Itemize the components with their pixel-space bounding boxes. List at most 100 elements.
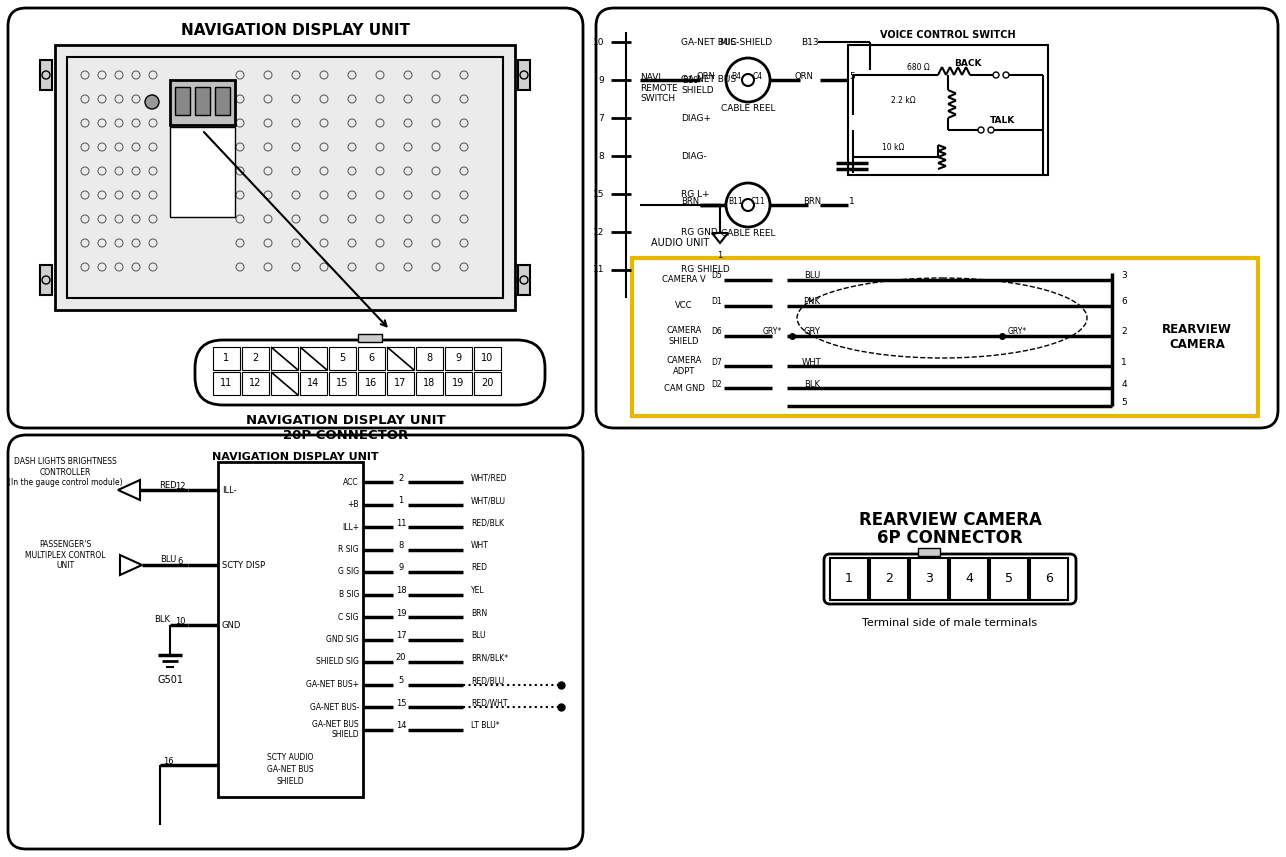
Text: BLU: BLU: [471, 631, 486, 640]
Bar: [170, 80, 235, 125]
Bar: [1030, 558, 1067, 600]
Text: 19: 19: [396, 608, 406, 618]
Text: 1: 1: [845, 572, 853, 585]
Text: 18: 18: [396, 586, 406, 595]
Text: G SIG: G SIG: [338, 567, 359, 577]
FancyBboxPatch shape: [195, 340, 545, 405]
Text: C SIG: C SIG: [338, 613, 359, 621]
Bar: [213, 372, 240, 395]
Text: 14: 14: [307, 378, 320, 388]
Text: 6: 6: [1121, 297, 1127, 307]
Text: 16: 16: [163, 757, 174, 765]
Text: LT BLU*: LT BLU*: [471, 721, 500, 730]
Text: DIAG-: DIAG-: [682, 152, 707, 160]
Text: 3: 3: [925, 572, 932, 585]
Text: RED/BLU: RED/BLU: [471, 676, 504, 685]
Text: BRN: BRN: [682, 196, 700, 206]
Bar: [918, 548, 940, 556]
Text: D5: D5: [711, 272, 723, 280]
Text: +B: +B: [347, 500, 359, 509]
Text: B4: B4: [730, 71, 741, 81]
Text: 20: 20: [481, 378, 494, 388]
Bar: [242, 347, 269, 370]
Text: 6P CONNECTOR: 6P CONNECTOR: [877, 529, 1022, 547]
Text: NAVI
REMOTE
SWITCH: NAVI REMOTE SWITCH: [640, 73, 678, 103]
Text: CABLE REEL: CABLE REEL: [720, 104, 775, 112]
Text: 8: 8: [427, 353, 432, 363]
Text: 12: 12: [593, 227, 604, 237]
Text: 18: 18: [423, 378, 436, 388]
Text: 1: 1: [849, 196, 855, 206]
Text: BRN: BRN: [802, 196, 820, 206]
Text: B11: B11: [729, 196, 743, 206]
Bar: [329, 347, 356, 370]
Bar: [170, 127, 235, 217]
Text: CABLE REEL: CABLE REEL: [720, 229, 775, 237]
Text: REARVIEW
CAMERA: REARVIEW CAMERA: [1163, 323, 1232, 351]
Text: D1: D1: [711, 297, 723, 307]
Text: 10: 10: [481, 353, 494, 363]
Text: GND: GND: [222, 620, 242, 630]
Text: 15: 15: [593, 189, 604, 199]
Bar: [415, 372, 442, 395]
Text: 4: 4: [964, 572, 974, 585]
Text: 7: 7: [598, 113, 604, 123]
Text: 9: 9: [598, 75, 604, 85]
Text: AUDIO UNIT: AUDIO UNIT: [651, 238, 709, 248]
Bar: [358, 347, 385, 370]
Text: SCTY AUDIO: SCTY AUDIO: [267, 752, 314, 762]
Bar: [271, 347, 298, 370]
Text: BLK: BLK: [804, 380, 820, 388]
Text: 15: 15: [396, 698, 406, 708]
Bar: [990, 558, 1028, 600]
Bar: [445, 372, 472, 395]
Text: ILL-: ILL-: [222, 486, 237, 494]
Text: 12: 12: [249, 378, 261, 388]
Text: C11: C11: [751, 196, 765, 206]
Text: NAVIGATION DISPLAY UNIT: NAVIGATION DISPLAY UNIT: [181, 22, 410, 38]
Bar: [55, 45, 514, 310]
Text: 4: 4: [1121, 380, 1127, 388]
Text: SCTY DISP: SCTY DISP: [222, 560, 265, 570]
Text: GRY*: GRY*: [763, 327, 782, 337]
Text: 19: 19: [453, 378, 464, 388]
Text: 15: 15: [337, 378, 349, 388]
Bar: [910, 558, 948, 600]
Text: 11: 11: [220, 378, 233, 388]
Bar: [329, 372, 356, 395]
FancyBboxPatch shape: [824, 554, 1076, 604]
Text: PASSENGER'S
MULTIPLEX CONTROL
UNIT: PASSENGER'S MULTIPLEX CONTROL UNIT: [24, 540, 105, 570]
Text: RED/BLK: RED/BLK: [471, 518, 504, 528]
Text: GA-NET BUS: GA-NET BUS: [267, 764, 314, 774]
Text: 1: 1: [224, 353, 230, 363]
Text: 9: 9: [455, 353, 462, 363]
Text: RED/WHT: RED/WHT: [471, 698, 508, 708]
Text: 20: 20: [396, 654, 406, 662]
Text: 8: 8: [399, 541, 404, 550]
Text: 1: 1: [399, 496, 404, 505]
Text: 10: 10: [593, 38, 604, 46]
Text: WHT/BLU: WHT/BLU: [471, 496, 505, 505]
Text: R SIG: R SIG: [338, 545, 359, 554]
Text: VOICE CONTROL SWITCH: VOICE CONTROL SWITCH: [880, 30, 1016, 40]
Text: WHT/RED: WHT/RED: [471, 474, 508, 482]
Text: GA-NET BUS-: GA-NET BUS-: [310, 703, 359, 711]
Bar: [871, 558, 908, 600]
Text: PNK: PNK: [804, 297, 820, 307]
Text: WHT: WHT: [471, 541, 489, 550]
Text: 5: 5: [399, 676, 404, 685]
Text: 6: 6: [368, 353, 374, 363]
Bar: [175, 87, 190, 115]
Bar: [300, 347, 327, 370]
Text: RG GND: RG GND: [682, 227, 718, 237]
Text: CAMERA
SHIELD: CAMERA SHIELD: [666, 327, 702, 345]
Bar: [242, 372, 269, 395]
Text: BLK: BLK: [154, 615, 170, 625]
Text: 2: 2: [885, 572, 892, 585]
Text: 2: 2: [1121, 327, 1127, 337]
Text: 6: 6: [1046, 572, 1053, 585]
Text: GND SIG: GND SIG: [327, 635, 359, 644]
Text: 11: 11: [396, 518, 406, 528]
Text: ORN: ORN: [697, 71, 715, 81]
Bar: [475, 372, 502, 395]
